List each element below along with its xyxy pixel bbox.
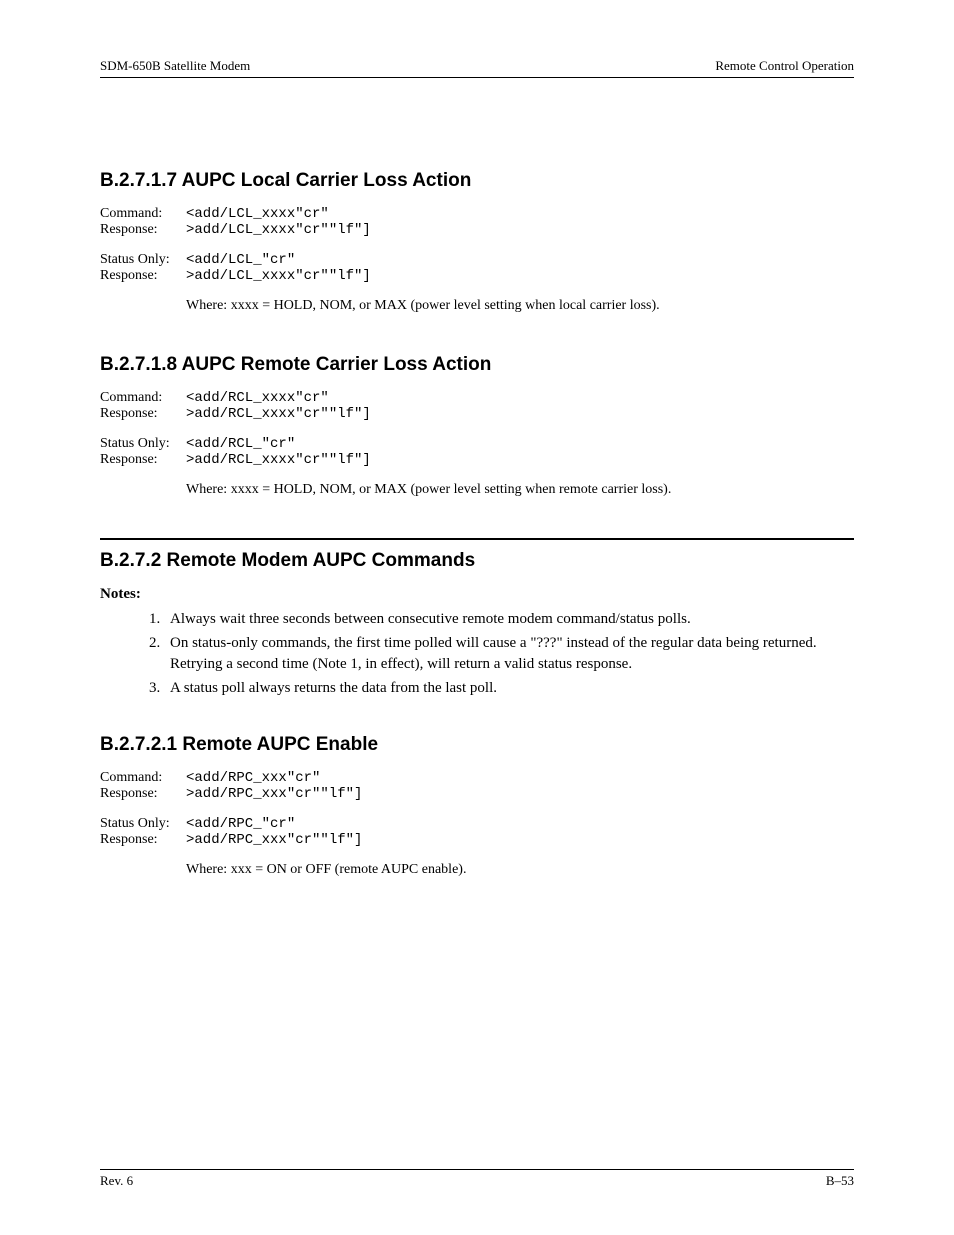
- notes-label: Notes:: [100, 586, 854, 603]
- label-response: Response:: [100, 452, 186, 468]
- label-command: Command:: [100, 390, 186, 406]
- note-item: A status poll always returns the data fr…: [164, 678, 854, 698]
- page-header: SDM-650B Satellite Modem Remote Control …: [100, 58, 854, 78]
- header-left: SDM-650B Satellite Modem: [100, 58, 250, 74]
- label-command: Command:: [100, 206, 186, 222]
- value-status-only: <add/LCL_"cr": [186, 252, 295, 268]
- command-block-lcl: Command: <add/LCL_xxxx"cr" Response: >ad…: [100, 206, 854, 284]
- notes-list: Always wait three seconds between consec…: [100, 609, 854, 698]
- value-response: >add/RPC_xxx"cr""lf"]: [186, 832, 362, 848]
- footer-right: B–53: [826, 1173, 854, 1189]
- where-note-rcl: Where: xxxx = HOLD, NOM, or MAX (power l…: [186, 482, 854, 498]
- label-response: Response:: [100, 832, 186, 848]
- footer-left: Rev. 6: [100, 1173, 133, 1189]
- label-status-only: Status Only:: [100, 436, 186, 452]
- command-block-rpc: Command: <add/RPC_xxx"cr" Response: >add…: [100, 770, 854, 848]
- where-note-lcl: Where: xxxx = HOLD, NOM, or MAX (power l…: [186, 298, 854, 314]
- value-status-only: <add/RCL_"cr": [186, 436, 295, 452]
- note-item: On status-only commands, the first time …: [164, 633, 854, 674]
- section-divider: [100, 538, 854, 540]
- heading-b27-2-1: B.2.7.2.1 Remote AUPC Enable: [100, 734, 854, 756]
- heading-b27-1-8: B.2.7.1.8 AUPC Remote Carrier Loss Actio…: [100, 354, 854, 376]
- value-response: >add/LCL_xxxx"cr""lf"]: [186, 222, 371, 238]
- label-response: Response:: [100, 268, 186, 284]
- value-response: >add/RCL_xxxx"cr""lf"]: [186, 406, 371, 422]
- header-right: Remote Control Operation: [715, 58, 854, 74]
- value-response: >add/RPC_xxx"cr""lf"]: [186, 786, 362, 802]
- value-command: <add/RPC_xxx"cr": [186, 770, 320, 786]
- value-response: >add/RCL_xxxx"cr""lf"]: [186, 452, 371, 468]
- heading-b27-1-7: B.2.7.1.7 AUPC Local Carrier Loss Action: [100, 170, 854, 192]
- value-command: <add/LCL_xxxx"cr": [186, 206, 329, 222]
- value-response: >add/LCL_xxxx"cr""lf"]: [186, 268, 371, 284]
- value-status-only: <add/RPC_"cr": [186, 816, 295, 832]
- label-response: Response:: [100, 406, 186, 422]
- label-status-only: Status Only:: [100, 252, 186, 268]
- label-response: Response:: [100, 222, 186, 238]
- value-command: <add/RCL_xxxx"cr": [186, 390, 329, 406]
- note-item: Always wait three seconds between consec…: [164, 609, 854, 629]
- command-block-rcl: Command: <add/RCL_xxxx"cr" Response: >ad…: [100, 390, 854, 468]
- where-note-rpc: Where: xxx = ON or OFF (remote AUPC enab…: [186, 862, 854, 878]
- label-status-only: Status Only:: [100, 816, 186, 832]
- page: SDM-650B Satellite Modem Remote Control …: [0, 0, 954, 1235]
- heading-b27-2: B.2.7.2 Remote Modem AUPC Commands: [100, 550, 854, 572]
- page-footer: Rev. 6 B–53: [100, 1169, 854, 1189]
- label-command: Command:: [100, 770, 186, 786]
- label-response: Response:: [100, 786, 186, 802]
